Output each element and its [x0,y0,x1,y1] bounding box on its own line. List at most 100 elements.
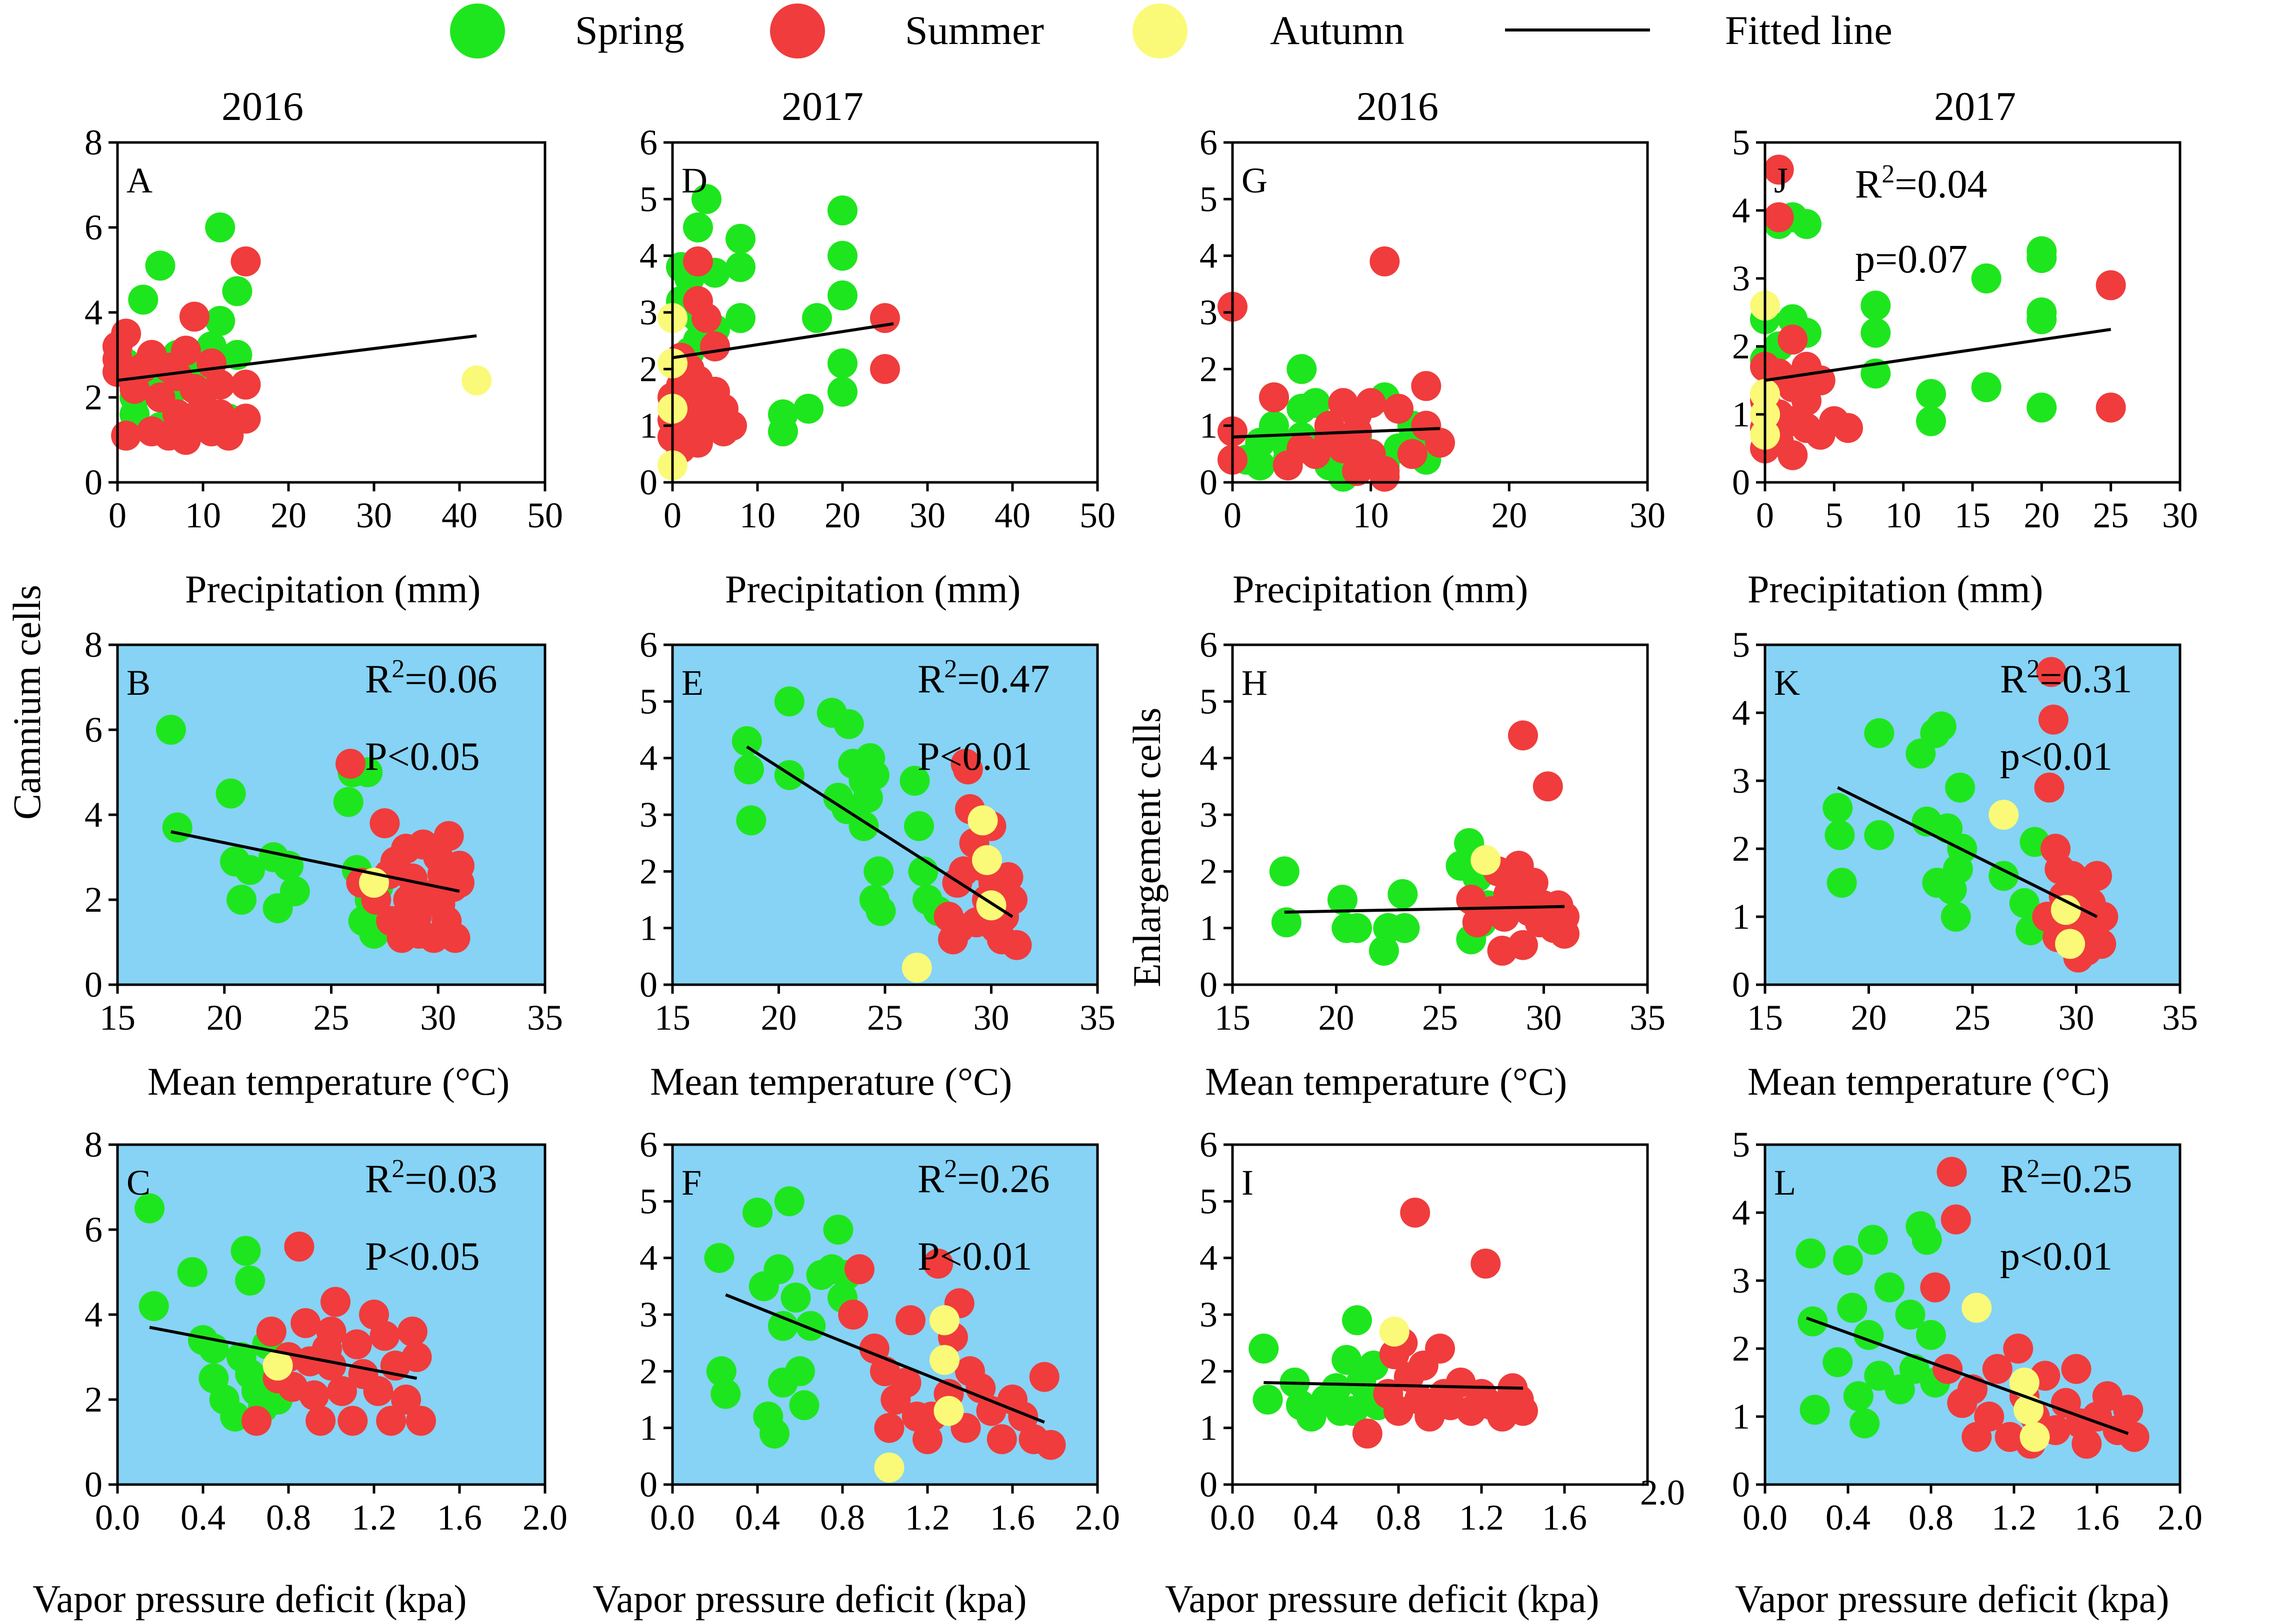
point-summer [2096,270,2126,300]
point-spring [177,1257,208,1287]
x-tick-label: 5 [1825,495,1843,535]
point-summer [434,821,464,851]
point-summer [1974,1402,2004,1432]
x-axis-title: Mean temperature (°C) [148,1060,510,1103]
point-autumn [1379,1317,1410,1347]
point-spring [1916,1320,1946,1350]
point-summer [1470,1249,1501,1279]
point-autumn [2055,929,2086,959]
point-spring [1321,1373,1352,1404]
point-spring [1252,1385,1283,1415]
point-spring [216,778,246,809]
point-autumn [1470,845,1501,875]
point-spring [904,811,934,841]
point-summer [844,1254,874,1285]
x-tick-label: 50 [1080,495,1116,535]
x-tick-label: 1.2 [1992,1498,2036,1538]
y-tick-label: 5 [640,179,658,219]
y-tick-label: 0 [640,1465,658,1505]
x-tick-label: 30 [2162,495,2198,535]
plot-area-B [118,645,545,985]
point-spring [1792,209,1822,239]
x-axis-title: Vapor pressure deficit (kpa) [32,1577,466,1621]
y-tick-label: 0 [1200,462,1218,502]
y-tick-label: 2 [1732,829,1750,869]
x-tick-label: 0.8 [266,1498,311,1538]
r-squared-label: R2=0.47 [918,655,1050,701]
panel-G: 0 1 2 3 4 5 6 0 10 20 30 G Precipitation (mm) [1200,122,1666,611]
point-summer [179,301,210,332]
legend-spring-marker [450,3,505,58]
panel-A: 0 2 4 6 8 0 10 20 30 40 50 A Precipitation (mm) [84,122,563,611]
point-spring [1971,263,2002,293]
y-tick-label: 0 [84,462,102,502]
point-spring [1837,1293,1868,1323]
x-tick-label: 25 [867,998,903,1038]
p-value-label: p=0.07 [1855,237,1968,281]
y-tick-label: 5 [1732,625,1750,665]
point-spring [912,885,942,915]
y-tick-label: 0 [640,462,658,502]
point-spring [780,1283,811,1313]
x-tick-label: 30 [2058,998,2094,1038]
point-spring [156,715,186,745]
point-spring [1850,1408,1880,1439]
x-tick-label: 1.6 [990,1498,1035,1538]
point-spring [1864,820,1894,850]
x-tick-label: 1.6 [437,1498,482,1538]
x-axis-title: Precipitation (mm) [725,567,1020,611]
x-tick-label: 15 [1214,998,1250,1038]
x-tick-label: 50 [527,495,563,535]
point-summer [2061,1354,2092,1384]
panel-H: 0 1 2 3 4 5 6 15 20 25 30 35 H Mean temperature (°C) [1200,625,1666,1103]
y-tick-label: 6 [84,1210,102,1250]
panel-C: 0 2 4 6 8 0.0 0.4 0.8 1.2 1.6 2.0 C R2=0.03 P<0.05 Vap… [32,1125,568,1621]
y-tick-label: 2 [1732,326,1750,366]
x-tick-label: 2.0 [1075,1498,1120,1538]
x-tick-label: 20 [1851,998,1887,1038]
point-spring [768,416,798,446]
point-spring [128,284,158,315]
point-spring [280,876,310,906]
point-summer [1764,154,1794,185]
y-tick-label: 4 [1200,236,1218,276]
x-tick-label: 25 [1954,998,1990,1038]
point-spring [1843,1381,1874,1412]
x-tick-label: 0.4 [1826,1498,1870,1538]
y-tick-label: 6 [1200,122,1218,162]
point-summer [1508,720,1538,751]
y-tick-label: 1 [1732,1397,1750,1437]
point-spring [828,280,858,310]
fitted-line [1836,786,2098,918]
point-summer [874,1413,904,1443]
point-summer [870,303,900,333]
y-tick-label: 1 [1732,897,1750,937]
x-axis-title: Vapor pressure deficit (kpa) [592,1577,1026,1621]
y-tick-label: 4 [1200,738,1218,778]
y-tick-label: 4 [1732,1193,1750,1233]
panel-B: 0 2 4 6 8 15 20 25 30 35 B R2=0.06 P<0.05 Mean temper… [84,625,563,1103]
point-summer [1425,427,1455,458]
point-spring [859,760,890,790]
x-tick-label: 1.6 [2074,1498,2120,1538]
point-spring [768,1311,798,1341]
plot-area-I [1232,1145,1648,1485]
panel-label: A [126,160,152,200]
y-tick-label: 4 [84,795,102,835]
y-tick-label: 4 [1732,190,1750,230]
x-tick-label: 15 [654,998,690,1038]
y-tick-label: 1 [1732,394,1750,434]
y-tick-label: 0 [1200,1465,1218,1505]
point-summer [2065,1408,2096,1439]
point-spring [802,303,832,333]
point-summer [838,1300,868,1330]
r-squared-label: R2=0.03 [365,1155,497,1201]
panel-label: C [126,1163,150,1203]
x-tick-label: 35 [1630,998,1666,1038]
point-summer [2113,1395,2144,1425]
point-spring [2009,888,2040,918]
point-spring [1800,1395,1830,1425]
point-summer [256,1317,286,1347]
y-tick-label: 1 [640,908,658,948]
